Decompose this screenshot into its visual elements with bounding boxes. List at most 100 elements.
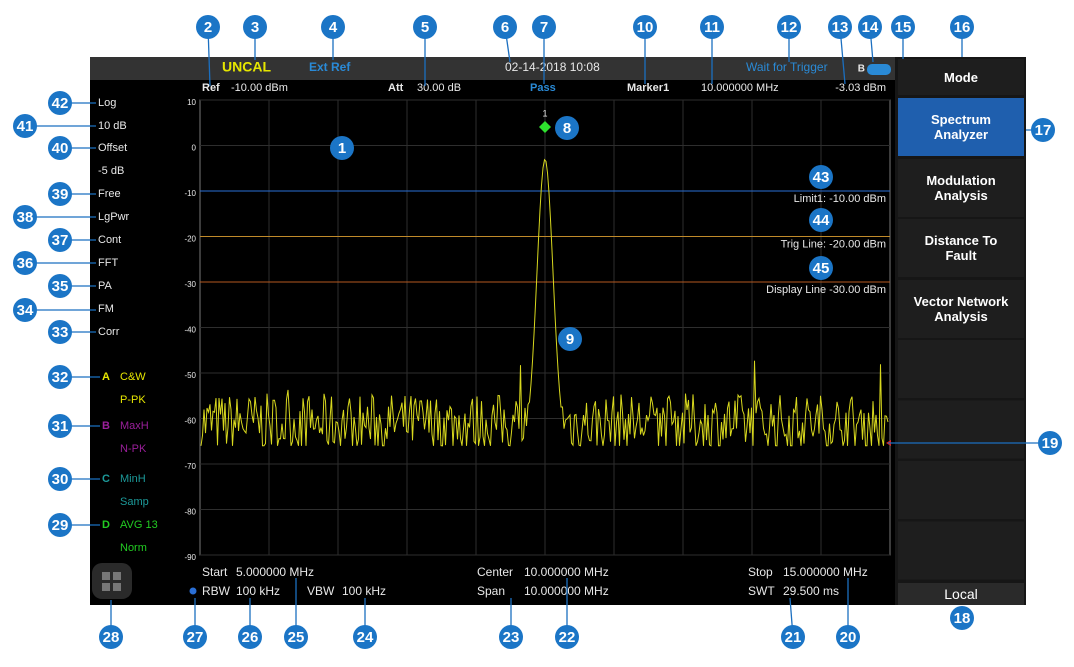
y-tick-label: -30 [184, 280, 196, 289]
callout-badge [493, 15, 517, 39]
callout-number: 19 [1042, 435, 1059, 452]
callout-number: 38 [17, 209, 34, 226]
callout-number: 17 [1035, 122, 1052, 139]
callout-number: 16 [954, 19, 971, 36]
level-line-label: Display Line -30.00 dBm [766, 284, 886, 296]
menu-button[interactable]: Distance To Fault [898, 219, 1024, 277]
callout-badge [330, 136, 354, 160]
callout-number: 24 [357, 629, 374, 646]
span-label: Span [477, 584, 505, 598]
callout-number: 20 [840, 629, 857, 646]
y-tick-label: -60 [184, 417, 196, 426]
callout-number: 23 [503, 629, 520, 646]
att-value: 30.00 dB [417, 82, 461, 94]
menu-button[interactable]: Spectrum Analyzer [898, 98, 1024, 156]
setting-label: Log [98, 97, 116, 109]
callout-badge [633, 15, 657, 39]
callout-badge [48, 320, 72, 344]
callout-number: 5 [421, 19, 429, 36]
start-value: 5.000000 MHz [236, 565, 314, 579]
marker-number: 1 [542, 108, 547, 118]
callout-badge [555, 116, 579, 140]
vbw-label: VBW [307, 584, 335, 598]
callout-badge [48, 228, 72, 252]
callout-number: 18 [954, 610, 971, 627]
callout-number: 33 [52, 324, 69, 341]
trace-mode: MaxH [120, 420, 149, 432]
trace-mode: AVG 13 [120, 519, 158, 531]
callout-number: 35 [52, 278, 69, 295]
empty-menu-button [898, 521, 1024, 580]
setting-label: Cont [98, 234, 121, 246]
callout-badge [13, 298, 37, 322]
rbw-indicator [189, 587, 197, 595]
callout-badge [1031, 118, 1055, 142]
callout-number: 3 [251, 19, 259, 36]
rbw-label: RBW [202, 584, 231, 598]
callout-number: 8 [563, 120, 571, 137]
trace-letter: D [102, 519, 110, 531]
callout-number: 45 [813, 260, 830, 277]
callout-badge [809, 165, 833, 189]
callout-badge [13, 251, 37, 275]
callout-number: 12 [781, 19, 798, 36]
y-tick-label: 10 [187, 98, 196, 107]
callout-number: 26 [242, 629, 259, 646]
spectrum-trace [200, 158, 889, 447]
callout-number: 43 [813, 169, 830, 186]
callout-badge [777, 15, 801, 39]
swt-value: 29.500 ms [783, 584, 839, 598]
start-label: Start [202, 565, 228, 579]
setting-label: -5 dB [98, 165, 124, 177]
callout-number: 31 [52, 418, 69, 435]
callout-badge [99, 625, 123, 649]
setting-label: FM [98, 303, 114, 315]
callout-number: 30 [52, 471, 69, 488]
uncal-label: UNCAL [222, 59, 271, 75]
callout-badge [48, 91, 72, 115]
callout-number: 13 [832, 19, 849, 36]
callout-number: 15 [895, 19, 912, 36]
callout-badge [238, 625, 262, 649]
stop-label: Stop [748, 565, 773, 579]
callout-badge [532, 15, 556, 39]
menu-button[interactable]: Vector Network Analysis [898, 279, 1024, 338]
callout-badge [196, 15, 220, 39]
callout-badge [555, 625, 579, 649]
ref-label: Ref [202, 82, 220, 94]
setting-label: Free [98, 188, 121, 200]
callout-number: 39 [52, 186, 69, 203]
setting-label: FFT [98, 257, 118, 269]
setting-label: Offset [98, 142, 127, 154]
marker-level: -3.03 dBm [835, 82, 886, 94]
stop-value: 15.000000 MHz [783, 565, 868, 579]
callout-number: 9 [566, 331, 574, 348]
callout-number: 28 [103, 629, 120, 646]
menu-button[interactable]: Modulation Analysis [898, 158, 1024, 217]
local-button[interactable]: Local [898, 583, 1024, 605]
callout-number: 11 [704, 19, 720, 36]
empty-menu-button [898, 400, 1024, 459]
callout-badge [243, 15, 267, 39]
callout-badge [284, 625, 308, 649]
callout-badge [183, 625, 207, 649]
mode-header[interactable]: Mode [898, 59, 1024, 95]
callout-number: 44 [813, 212, 830, 229]
callout-badge [891, 15, 915, 39]
trace-letter: C [102, 473, 110, 485]
center-label: Center [477, 565, 513, 579]
level-line-label: Limit1: -10.00 dBm [794, 193, 886, 205]
datetime: 02-14-2018 10:08 [505, 60, 600, 74]
callout-number: 14 [862, 19, 879, 36]
home-button[interactable] [92, 563, 132, 599]
pass-status: Pass [530, 82, 556, 94]
setting-label: LgPwr [98, 211, 130, 223]
y-tick-label: -70 [184, 462, 196, 471]
usb-icon [867, 64, 891, 75]
callout-badge [858, 15, 882, 39]
callout-badge [950, 15, 974, 39]
trace-letter: B [102, 420, 110, 432]
callout-badge [48, 136, 72, 160]
callout-number: 32 [52, 369, 69, 386]
